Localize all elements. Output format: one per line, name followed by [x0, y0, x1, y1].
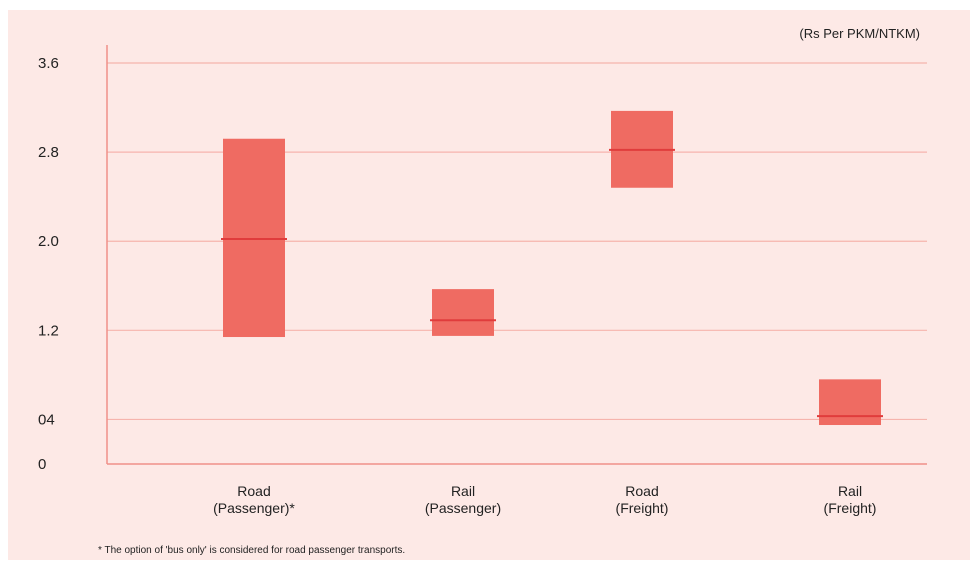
category-label-2-1: (Freight)	[616, 500, 669, 516]
range-bars	[221, 110, 883, 426]
range-bar-3	[819, 379, 881, 426]
y-tick-label-3: 2.0	[38, 233, 59, 250]
y-tick-label-5: 3.6	[38, 55, 59, 72]
y-tick-label-2: 1.2	[38, 322, 59, 339]
category-label-1-0: Rail	[451, 483, 475, 499]
category-label-3-1: (Freight)	[824, 500, 877, 516]
category-label-2-0: Road	[625, 483, 658, 499]
y-tick-label-0: 0	[38, 456, 46, 473]
range-bar-0	[223, 138, 285, 338]
labels: 0041.22.02.83.6Road(Passenger)*Rail(Pass…	[38, 55, 876, 516]
category-label-1-1: (Passenger)	[425, 500, 501, 516]
footnote: * The option of 'bus only' is considered…	[98, 545, 405, 556]
y-tick-label-1: 04	[38, 411, 55, 428]
chart-panel	[8, 10, 970, 560]
range-bar-1	[432, 289, 494, 336]
category-label-3-0: Rail	[838, 483, 862, 499]
category-label-0-1: (Passenger)*	[213, 500, 295, 516]
unit-label: (Rs Per PKM/NTKM)	[799, 26, 920, 41]
y-tick-label-4: 2.8	[38, 144, 59, 161]
axes	[106, 45, 927, 465]
category-label-0-0: Road	[237, 483, 270, 499]
